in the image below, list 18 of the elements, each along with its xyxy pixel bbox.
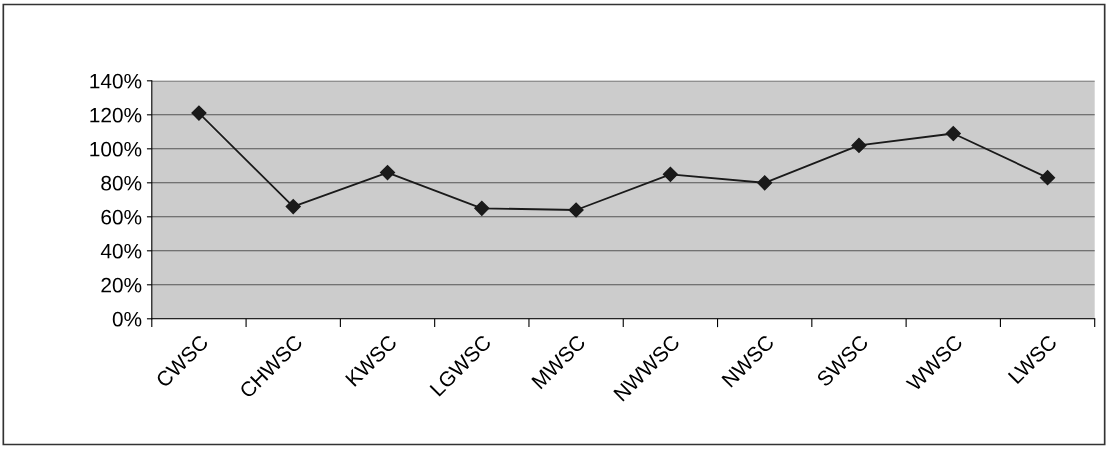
point	[191, 105, 207, 121]
point	[379, 165, 396, 181]
y-tick-label: 0%	[112, 311, 142, 327]
y-tick-label: 120%	[90, 107, 142, 123]
point	[474, 200, 490, 216]
point	[757, 175, 773, 191]
point	[851, 137, 867, 153]
y-tick-label: 80%	[101, 175, 142, 191]
point	[1039, 170, 1056, 186]
point	[945, 125, 961, 142]
point	[568, 202, 584, 218]
y-tick-label: 100%	[90, 141, 142, 157]
y-tick-label: 20%	[101, 277, 142, 293]
y-tick-label: 60%	[101, 209, 142, 225]
point	[662, 166, 678, 182]
y-tick-label: 140%	[90, 73, 142, 89]
point	[285, 199, 301, 215]
y-tick-label: 40%	[100, 243, 142, 259]
